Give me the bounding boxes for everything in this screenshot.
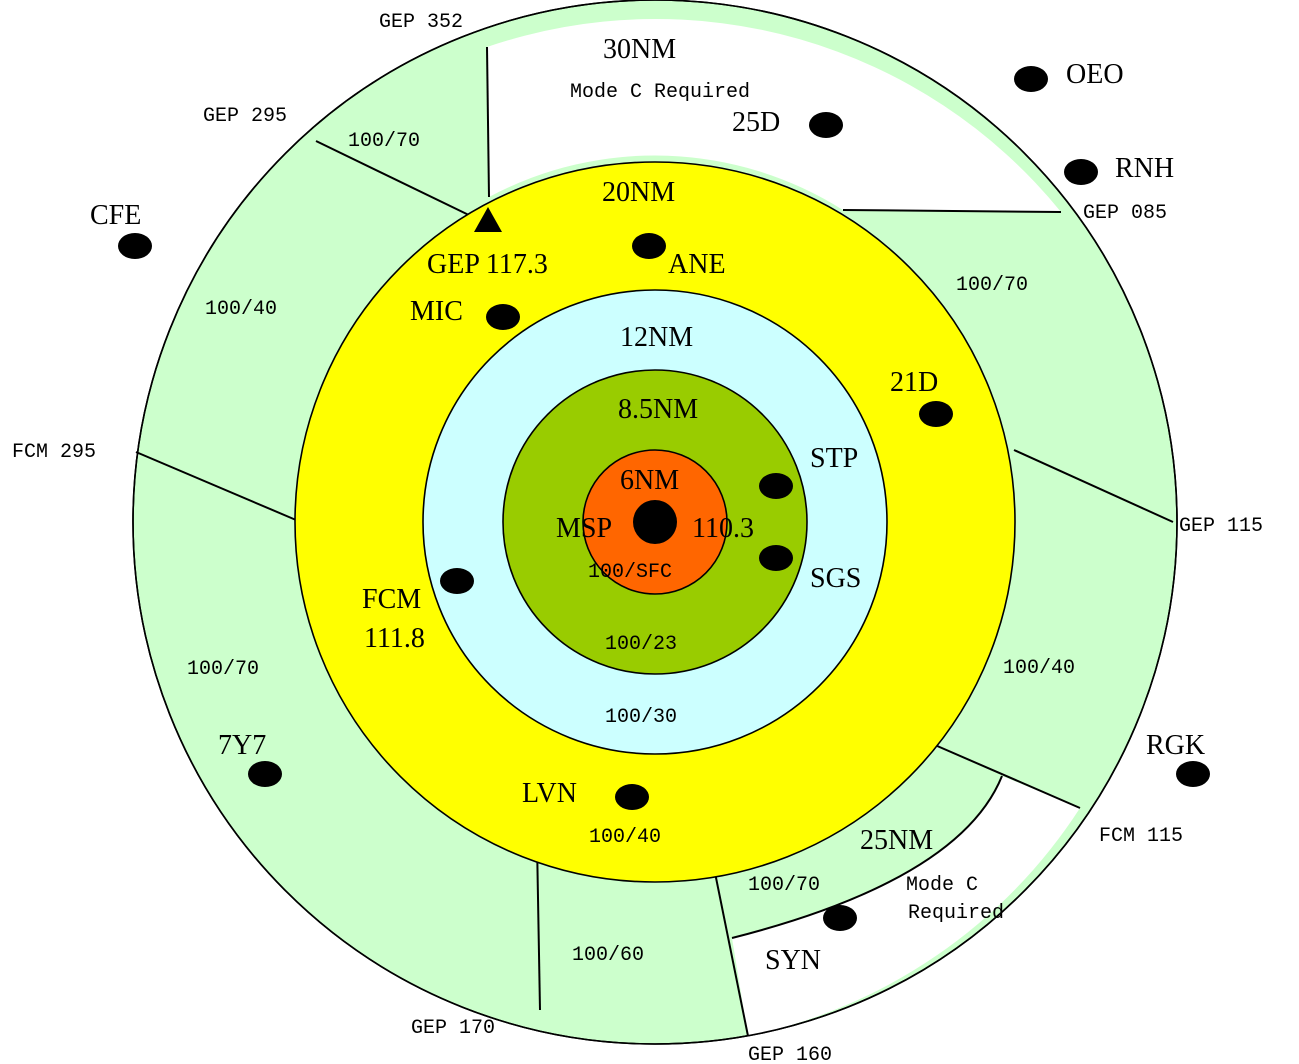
mode-c-north-label: Mode C Required (570, 81, 750, 104)
navaid-fcm-freq: 111.8 (364, 623, 425, 654)
alt-ring6: 100/SFC (588, 561, 672, 584)
alt-outer-s: 100/60 (572, 944, 644, 967)
rnh-dot (1064, 159, 1098, 185)
airport-syn-label: SYN (765, 945, 821, 976)
alt-ring12: 100/30 (605, 706, 677, 729)
ane-dot (632, 233, 666, 259)
airport-ane-label: ANE (668, 249, 726, 280)
navaid-msp-freq: 110.3 (692, 513, 754, 544)
airport-dots (118, 66, 1210, 931)
airport-lvn-label: LVN (522, 778, 577, 809)
airport-stp-label: STP (810, 443, 858, 474)
label-12nm: 12NM (620, 322, 693, 353)
label-8-5nm: 8.5NM (618, 394, 698, 425)
stp-dot (759, 473, 793, 499)
alt-ring85: 100/23 (605, 633, 677, 656)
msp-airport-dot (633, 500, 677, 544)
mode-c-north-area (487, 18, 1061, 213)
navaid-fcm-name: FCM (362, 584, 421, 615)
label-20nm: 20NM (602, 177, 675, 208)
radial-gep-295: GEP 295 (203, 105, 287, 128)
airport-oeo-label: OEO (1066, 59, 1124, 90)
airport-mic-label: MIC (410, 296, 463, 327)
cfe-dot (118, 233, 152, 259)
oeo-dot (1014, 66, 1048, 92)
rgk-dot (1176, 761, 1210, 787)
alt-outer-ne: 100/70 (956, 274, 1028, 297)
mode-c-south-label-1: Mode C (906, 874, 978, 897)
mode-c-south-area (732, 776, 1080, 1036)
radial-gep-160: GEP 160 (748, 1044, 832, 1064)
radial-gep-085: GEP 085 (1083, 202, 1167, 225)
radial-fcm-115: FCM 115 (1099, 825, 1183, 848)
7y7-dot (248, 761, 282, 787)
label-30nm: 30NM (603, 34, 676, 65)
syn-dot (823, 905, 857, 931)
radial-gep-115: GEP 115 (1179, 515, 1263, 538)
label-6nm: 6NM (620, 465, 679, 496)
airport-rgk-label: RGK (1146, 730, 1205, 761)
radial-gep-352: GEP 352 (379, 11, 463, 34)
airport-7y7-label: 7Y7 (218, 730, 266, 761)
radial-gep-170: GEP 170 (411, 1017, 495, 1040)
alt-outer-w: 100/70 (187, 658, 259, 681)
airport-rnh-label: RNH (1115, 153, 1174, 184)
airport-25d-label: 25D (732, 107, 780, 138)
gep-vortac-icon (474, 207, 502, 232)
mode-c-south-label-2: Required (908, 902, 1004, 925)
radial-fcm-295: FCM 295 (12, 441, 96, 464)
outer-ring-border (132, 0, 1178, 1045)
navaid-gep-label: GEP 117.3 (427, 249, 548, 280)
airport-cfe-label: CFE (90, 200, 141, 231)
25d-dot (809, 112, 843, 138)
mic-dot (486, 304, 520, 330)
navaid-msp-label: MSP (556, 513, 612, 544)
alt-outer-n: 100/70 (348, 130, 420, 153)
airport-21d-label: 21D (890, 367, 938, 398)
alt-ring20: 100/40 (589, 826, 661, 849)
airport-sgs-label: SGS (810, 563, 861, 594)
alt-outer-e: 100/40 (1003, 657, 1075, 680)
21d-dot (919, 401, 953, 427)
sgs-dot (759, 545, 793, 571)
label-25nm: 25NM (860, 825, 933, 856)
alt-outer-sse: 100/70 (748, 874, 820, 897)
lvn-dot (615, 784, 649, 810)
alt-outer-nw: 100/40 (205, 298, 277, 321)
fcm-dot (440, 568, 474, 594)
sector-dividers (135, 46, 1174, 1037)
